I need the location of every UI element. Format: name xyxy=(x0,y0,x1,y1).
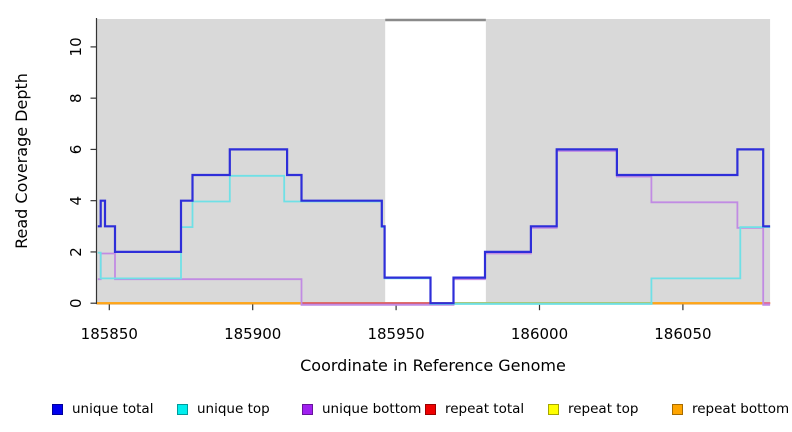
legend-item-unique-top: unique top xyxy=(177,401,270,417)
y-tick-label: 4 xyxy=(67,196,85,206)
legend-item-repeat-total: repeat total xyxy=(425,401,524,417)
shaded-regions-layer xyxy=(96,19,771,304)
x-tick-label: 185950 xyxy=(367,325,424,343)
y-tick-label: 6 xyxy=(67,145,85,155)
series-unique-total xyxy=(97,148,771,305)
unique-top-swatch-icon xyxy=(177,403,188,415)
series-layer xyxy=(96,148,771,306)
shaded-region xyxy=(96,19,386,304)
unique-total-swatch-icon xyxy=(52,403,63,415)
repeat-total-swatch-icon xyxy=(425,403,436,415)
y-tick-label: 8 xyxy=(67,93,85,103)
x-tick-label: 186000 xyxy=(511,325,568,343)
legend-label: unique bottom xyxy=(322,401,422,417)
legend-label: repeat top xyxy=(568,401,639,417)
plot-canvas: 185850 185900 185950 186000 186050 0 2 4 6 8 10 Co… xyxy=(12,18,771,375)
legend-label: repeat total xyxy=(445,401,525,417)
y-tick-label: 2 xyxy=(67,247,85,257)
legend: unique total unique top unique bottom re… xyxy=(0,401,792,423)
legend-item-repeat-top: repeat top xyxy=(548,401,638,417)
x-tick-label: 186050 xyxy=(654,325,711,343)
legend-item-repeat-bottom: repeat bottom xyxy=(672,401,789,417)
x-tick-label: 185850 xyxy=(81,325,138,343)
axes-layer: 185850 185900 185950 186000 186050 0 2 4 6 8 10 xyxy=(67,18,770,343)
x-tick-label: 185900 xyxy=(224,325,281,343)
y-tick-label: 0 xyxy=(67,298,85,308)
unique-bottom-swatch-icon xyxy=(302,403,313,415)
legend-item-unique-bottom: unique bottom xyxy=(302,401,421,417)
x-axis-title: Coordinate in Reference Genome xyxy=(300,356,566,375)
legend-label: unique top xyxy=(197,401,270,417)
shaded-region xyxy=(485,19,771,304)
repeat-top-swatch-icon xyxy=(548,403,559,415)
legend-label: repeat bottom xyxy=(692,401,790,417)
y-tick-label: 10 xyxy=(67,37,85,56)
y-axis-title: Read Coverage Depth xyxy=(12,73,31,249)
legend-label: unique total xyxy=(72,401,154,417)
repeat-bottom-swatch-icon xyxy=(672,403,683,415)
legend-item-unique-total: unique total xyxy=(52,401,153,417)
